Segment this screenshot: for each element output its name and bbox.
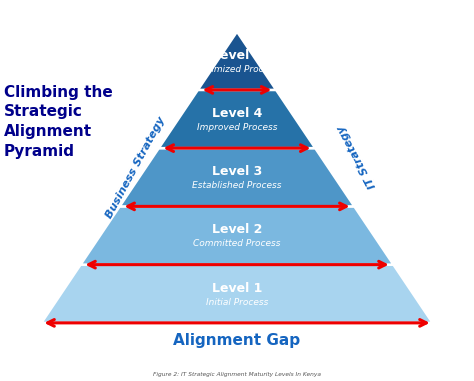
Polygon shape [119,148,355,207]
Polygon shape [198,32,276,90]
Text: IT Strategy: IT Strategy [336,123,378,190]
Text: Alignment Gap: Alignment Gap [173,333,301,349]
Text: Committed Process: Committed Process [193,239,281,248]
Text: Level 4: Level 4 [212,107,262,120]
Text: Business Strategy: Business Strategy [104,115,167,220]
Polygon shape [81,207,393,265]
Text: Climbing the
Strategic
Alignment
Pyramid: Climbing the Strategic Alignment Pyramid [4,85,112,159]
Text: Improved Process: Improved Process [197,123,277,132]
Text: Level 3: Level 3 [212,165,262,178]
Text: Initial Process: Initial Process [206,298,268,307]
Polygon shape [41,265,433,323]
Text: Optimized Process: Optimized Process [195,65,279,74]
Text: Established Process: Established Process [192,181,282,190]
Polygon shape [159,90,315,148]
Text: Level 2: Level 2 [212,223,262,236]
Text: Level 5: Level 5 [212,49,262,62]
Text: Figure 2: IT Strategic Alignment Maturity Levels In Kenya: Figure 2: IT Strategic Alignment Maturit… [153,371,321,376]
Text: Level 1: Level 1 [212,282,262,295]
